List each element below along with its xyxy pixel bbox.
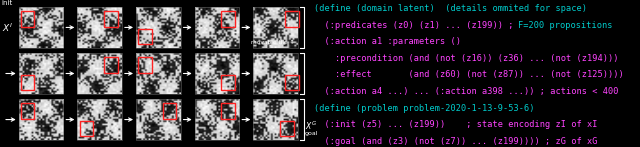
Text: $X^G$: $X^G$ [305, 119, 317, 132]
Bar [19, 100, 63, 140]
Text: goal: goal [305, 131, 318, 136]
Text: (:goal (and (z3) (not (z7)) ... (z199)))) ; zG of xG: (:goal (and (z3) (not (z7)) ... (z199)))… [314, 137, 597, 146]
Text: (:action a1 :parameters (): (:action a1 :parameters () [314, 37, 461, 46]
Text: (define (domain latent)  (details ommited for space): (define (domain latent) (details ommited… [314, 4, 587, 13]
Bar [138, 29, 152, 44]
Bar [163, 103, 176, 119]
Text: :effect       (and (z60) (not (z87)) ... (not (z125)))): :effect (and (z60) (not (z87)) ... (not … [314, 70, 623, 80]
Bar [253, 7, 298, 47]
Bar [77, 7, 122, 47]
Bar [104, 11, 118, 27]
Bar [104, 57, 118, 73]
Bar [253, 100, 298, 140]
Text: $X^I$: $X^I$ [1, 21, 13, 34]
Bar [195, 7, 239, 47]
Text: (:action a4 ...) ... (:action a398 ...)) ; actions < 400: (:action a4 ...) ... (:action a398 ...))… [314, 87, 618, 96]
Bar [221, 11, 235, 27]
Bar [21, 75, 35, 90]
Bar [21, 103, 35, 119]
Bar [138, 57, 152, 73]
Text: :precondition (and (not (z16)) (z36) ... (not (z194))): :precondition (and (not (z16)) (z36) ...… [314, 54, 618, 63]
Bar [136, 7, 180, 47]
Text: movable tile ↑: movable tile ↑ [252, 40, 295, 45]
Text: (:init (z5) ... (z199))    ; state encoding zI of xI: (:init (z5) ... (z199)) ; state encoding… [314, 120, 597, 129]
Bar [195, 100, 239, 140]
Text: (define (problem problem-2020-1-13-9-53-6): (define (problem problem-2020-1-13-9-53-… [314, 103, 534, 113]
Text: (:predicates (z0) (z1) ... (z199)) ;: (:predicates (z0) (z1) ... (z199)) ; [314, 21, 518, 30]
Bar [77, 53, 122, 94]
Bar [77, 100, 122, 140]
Bar [21, 11, 35, 27]
Bar [19, 7, 63, 47]
Text: init: init [1, 0, 13, 6]
Text: F=200 propositions: F=200 propositions [518, 21, 613, 30]
Bar [136, 100, 180, 140]
Bar [195, 53, 239, 94]
Bar [136, 53, 180, 94]
Bar [19, 53, 63, 94]
Bar [221, 103, 235, 119]
Bar [221, 75, 235, 90]
Bar [285, 11, 299, 27]
Bar [280, 121, 294, 136]
Bar [79, 121, 93, 136]
Bar [285, 75, 299, 90]
Bar [253, 53, 298, 94]
